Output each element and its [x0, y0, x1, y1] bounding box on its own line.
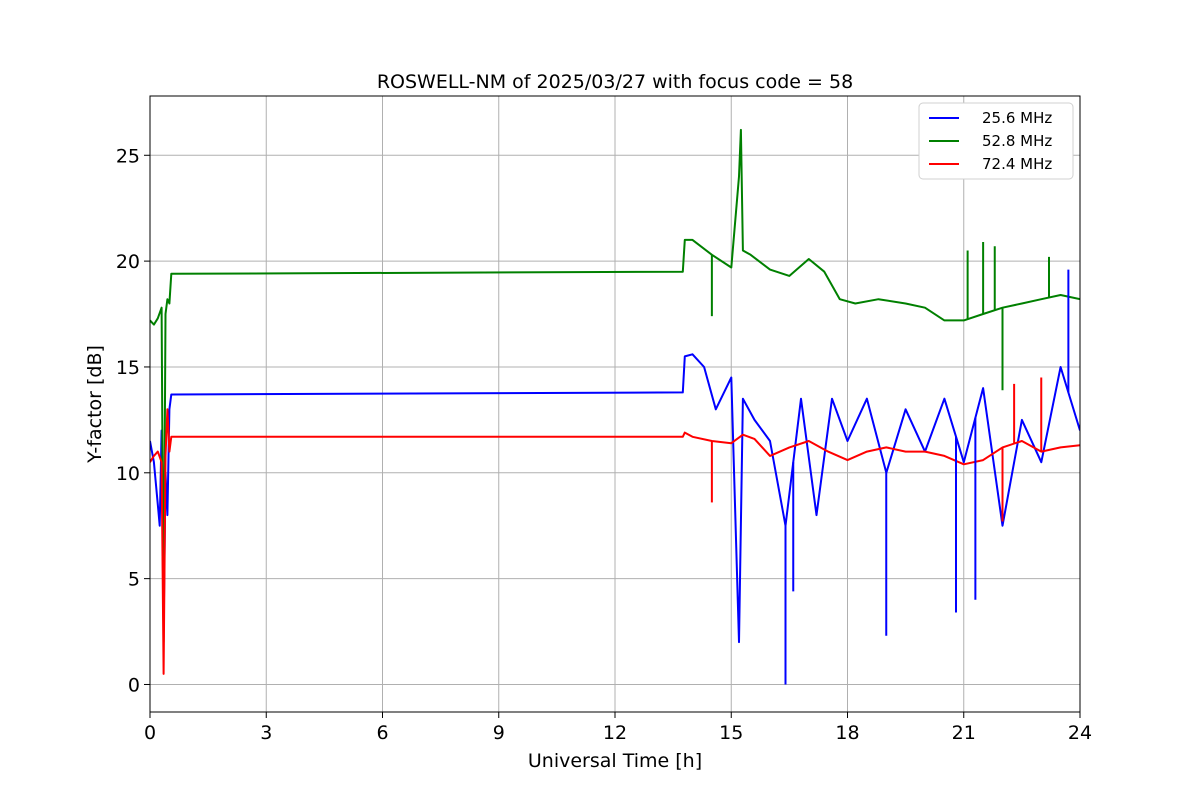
y-tick-label: 5 — [128, 569, 140, 591]
series-line-72-4-mhz — [150, 408, 1080, 675]
series-line-52-8-mhz — [150, 128, 1080, 644]
series-group — [150, 128, 1080, 685]
axis-ticks: 0 3 6 9 12 15 18 21 24 0 5 10 15 20 25 — [116, 145, 1092, 744]
x-tick-label: 15 — [719, 722, 743, 744]
chart-title: ROSWELL-NM of 2025/03/27 with focus code… — [377, 71, 853, 93]
x-axis-label: Universal Time [h] — [528, 750, 702, 772]
y-axis-label: Y-factor [dB] — [84, 345, 106, 464]
legend-label-72-4: 72.4 MHz — [982, 155, 1052, 173]
x-tick-label: 21 — [952, 722, 976, 744]
legend-label-25-6: 25.6 MHz — [982, 109, 1052, 127]
legend-label-52-8: 52.8 MHz — [982, 132, 1052, 150]
y-tick-label: 0 — [128, 674, 140, 696]
x-tick-label: 12 — [603, 722, 627, 744]
legend-box — [918, 102, 1074, 180]
x-tick-label: 18 — [835, 722, 859, 744]
grid — [149, 96, 1081, 712]
x-tick-label: 24 — [1068, 722, 1092, 744]
x-tick-label: 6 — [376, 722, 388, 744]
legend: 25.6 MHz 52.8 MHz 72.4 MHz — [918, 102, 1074, 180]
x-tick-label: 9 — [493, 722, 505, 744]
x-tick-label: 3 — [260, 722, 272, 744]
y-tick-label: 15 — [116, 357, 140, 379]
y-tick-label: 25 — [116, 145, 140, 167]
y-tick-label: 10 — [116, 463, 140, 485]
y-tick-label: 20 — [116, 251, 140, 273]
x-tick-label: 0 — [144, 722, 156, 744]
